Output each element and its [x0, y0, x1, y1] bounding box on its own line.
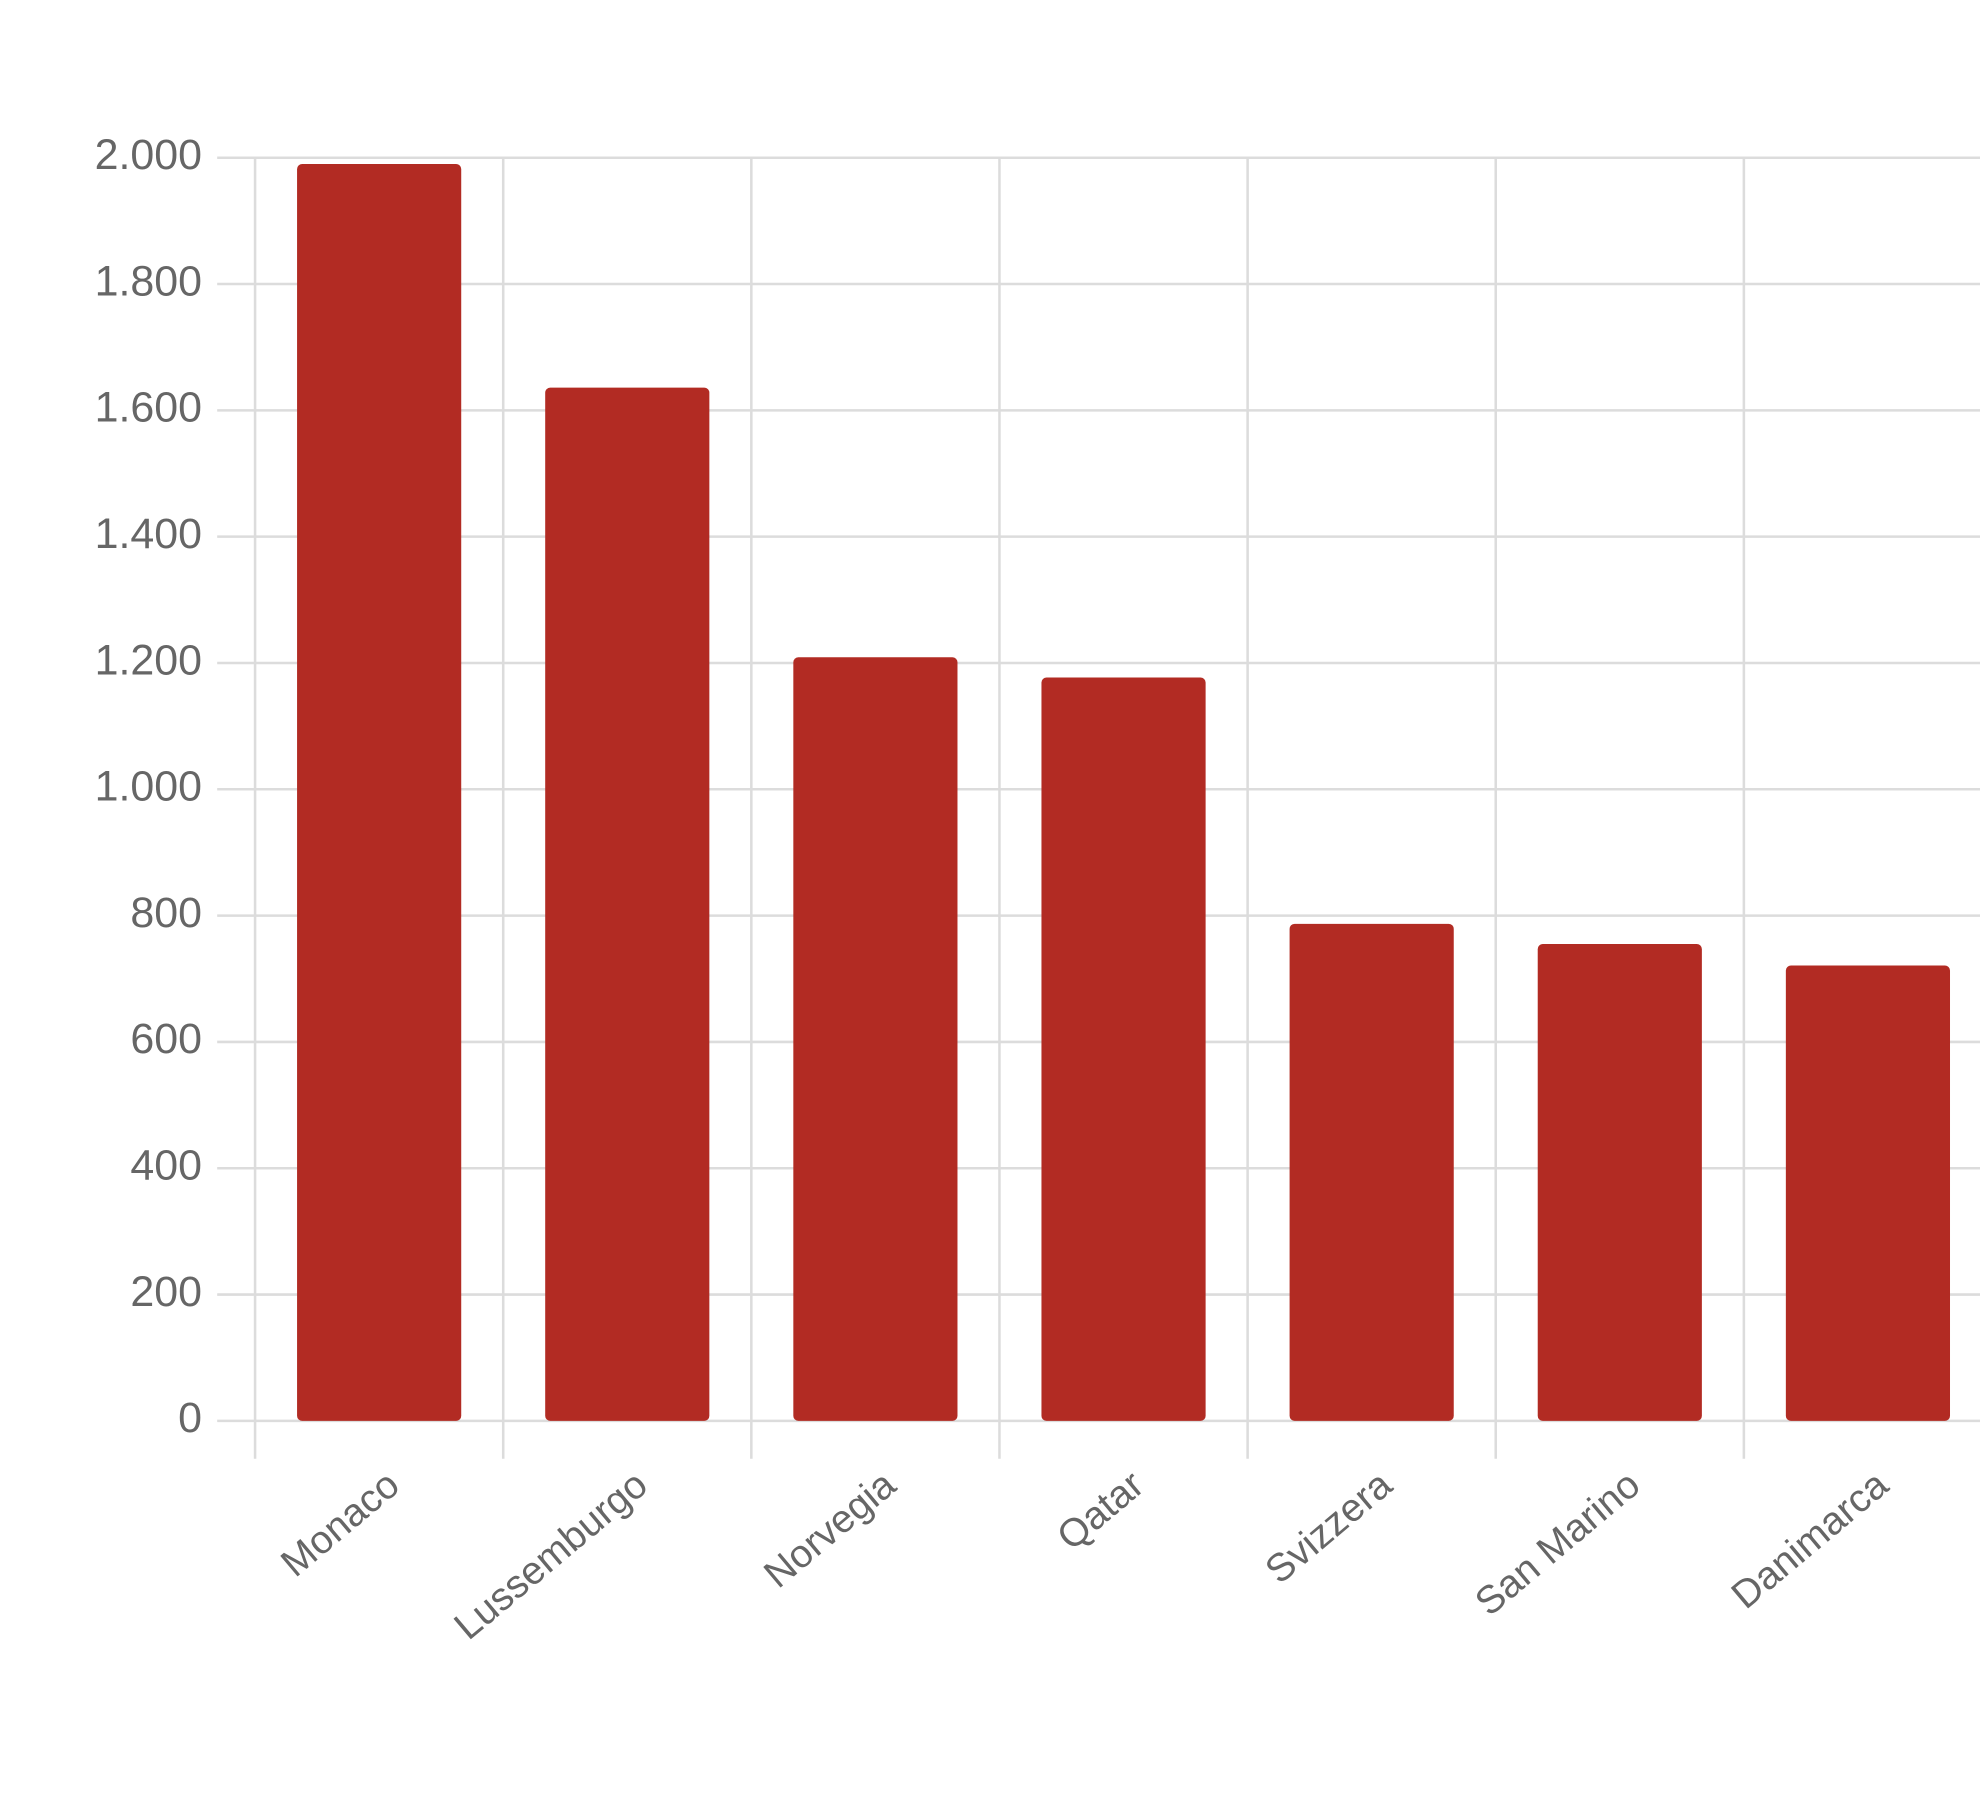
- bar: [545, 387, 710, 1421]
- bar: [1785, 965, 1951, 1421]
- y-tick-label: 600: [130, 1015, 202, 1063]
- y-tick-label: 2.000: [95, 131, 202, 179]
- x-tick-label: Svizzera: [1258, 1463, 1401, 1592]
- bar: [297, 164, 462, 1421]
- y-tick-label: 200: [130, 1268, 202, 1316]
- bar: [1041, 677, 1206, 1421]
- x-tick-label: Norvegia: [756, 1463, 904, 1597]
- bar: [1289, 923, 1454, 1421]
- y-tick-label: 1.000: [95, 763, 202, 811]
- y-tick-label: 800: [130, 889, 202, 937]
- x-tick-label: Monaco: [273, 1463, 407, 1585]
- y-tick-label: 1.800: [95, 257, 202, 305]
- y-tick-label: 1.200: [95, 636, 202, 684]
- bar: [793, 657, 958, 1421]
- x-tick-label: Qatar: [1049, 1463, 1152, 1559]
- x-tick-label: San Marino: [1467, 1463, 1648, 1624]
- y-tick-label: 400: [130, 1142, 202, 1190]
- x-tick-label: Danimarca: [1724, 1463, 1897, 1618]
- y-tick-label: 1.600: [95, 384, 202, 432]
- x-tick-label: Lussemburgo: [446, 1463, 655, 1648]
- y-tick-label: 0: [178, 1394, 202, 1442]
- bar: [1537, 944, 1702, 1421]
- y-tick-label: 1.400: [95, 510, 202, 558]
